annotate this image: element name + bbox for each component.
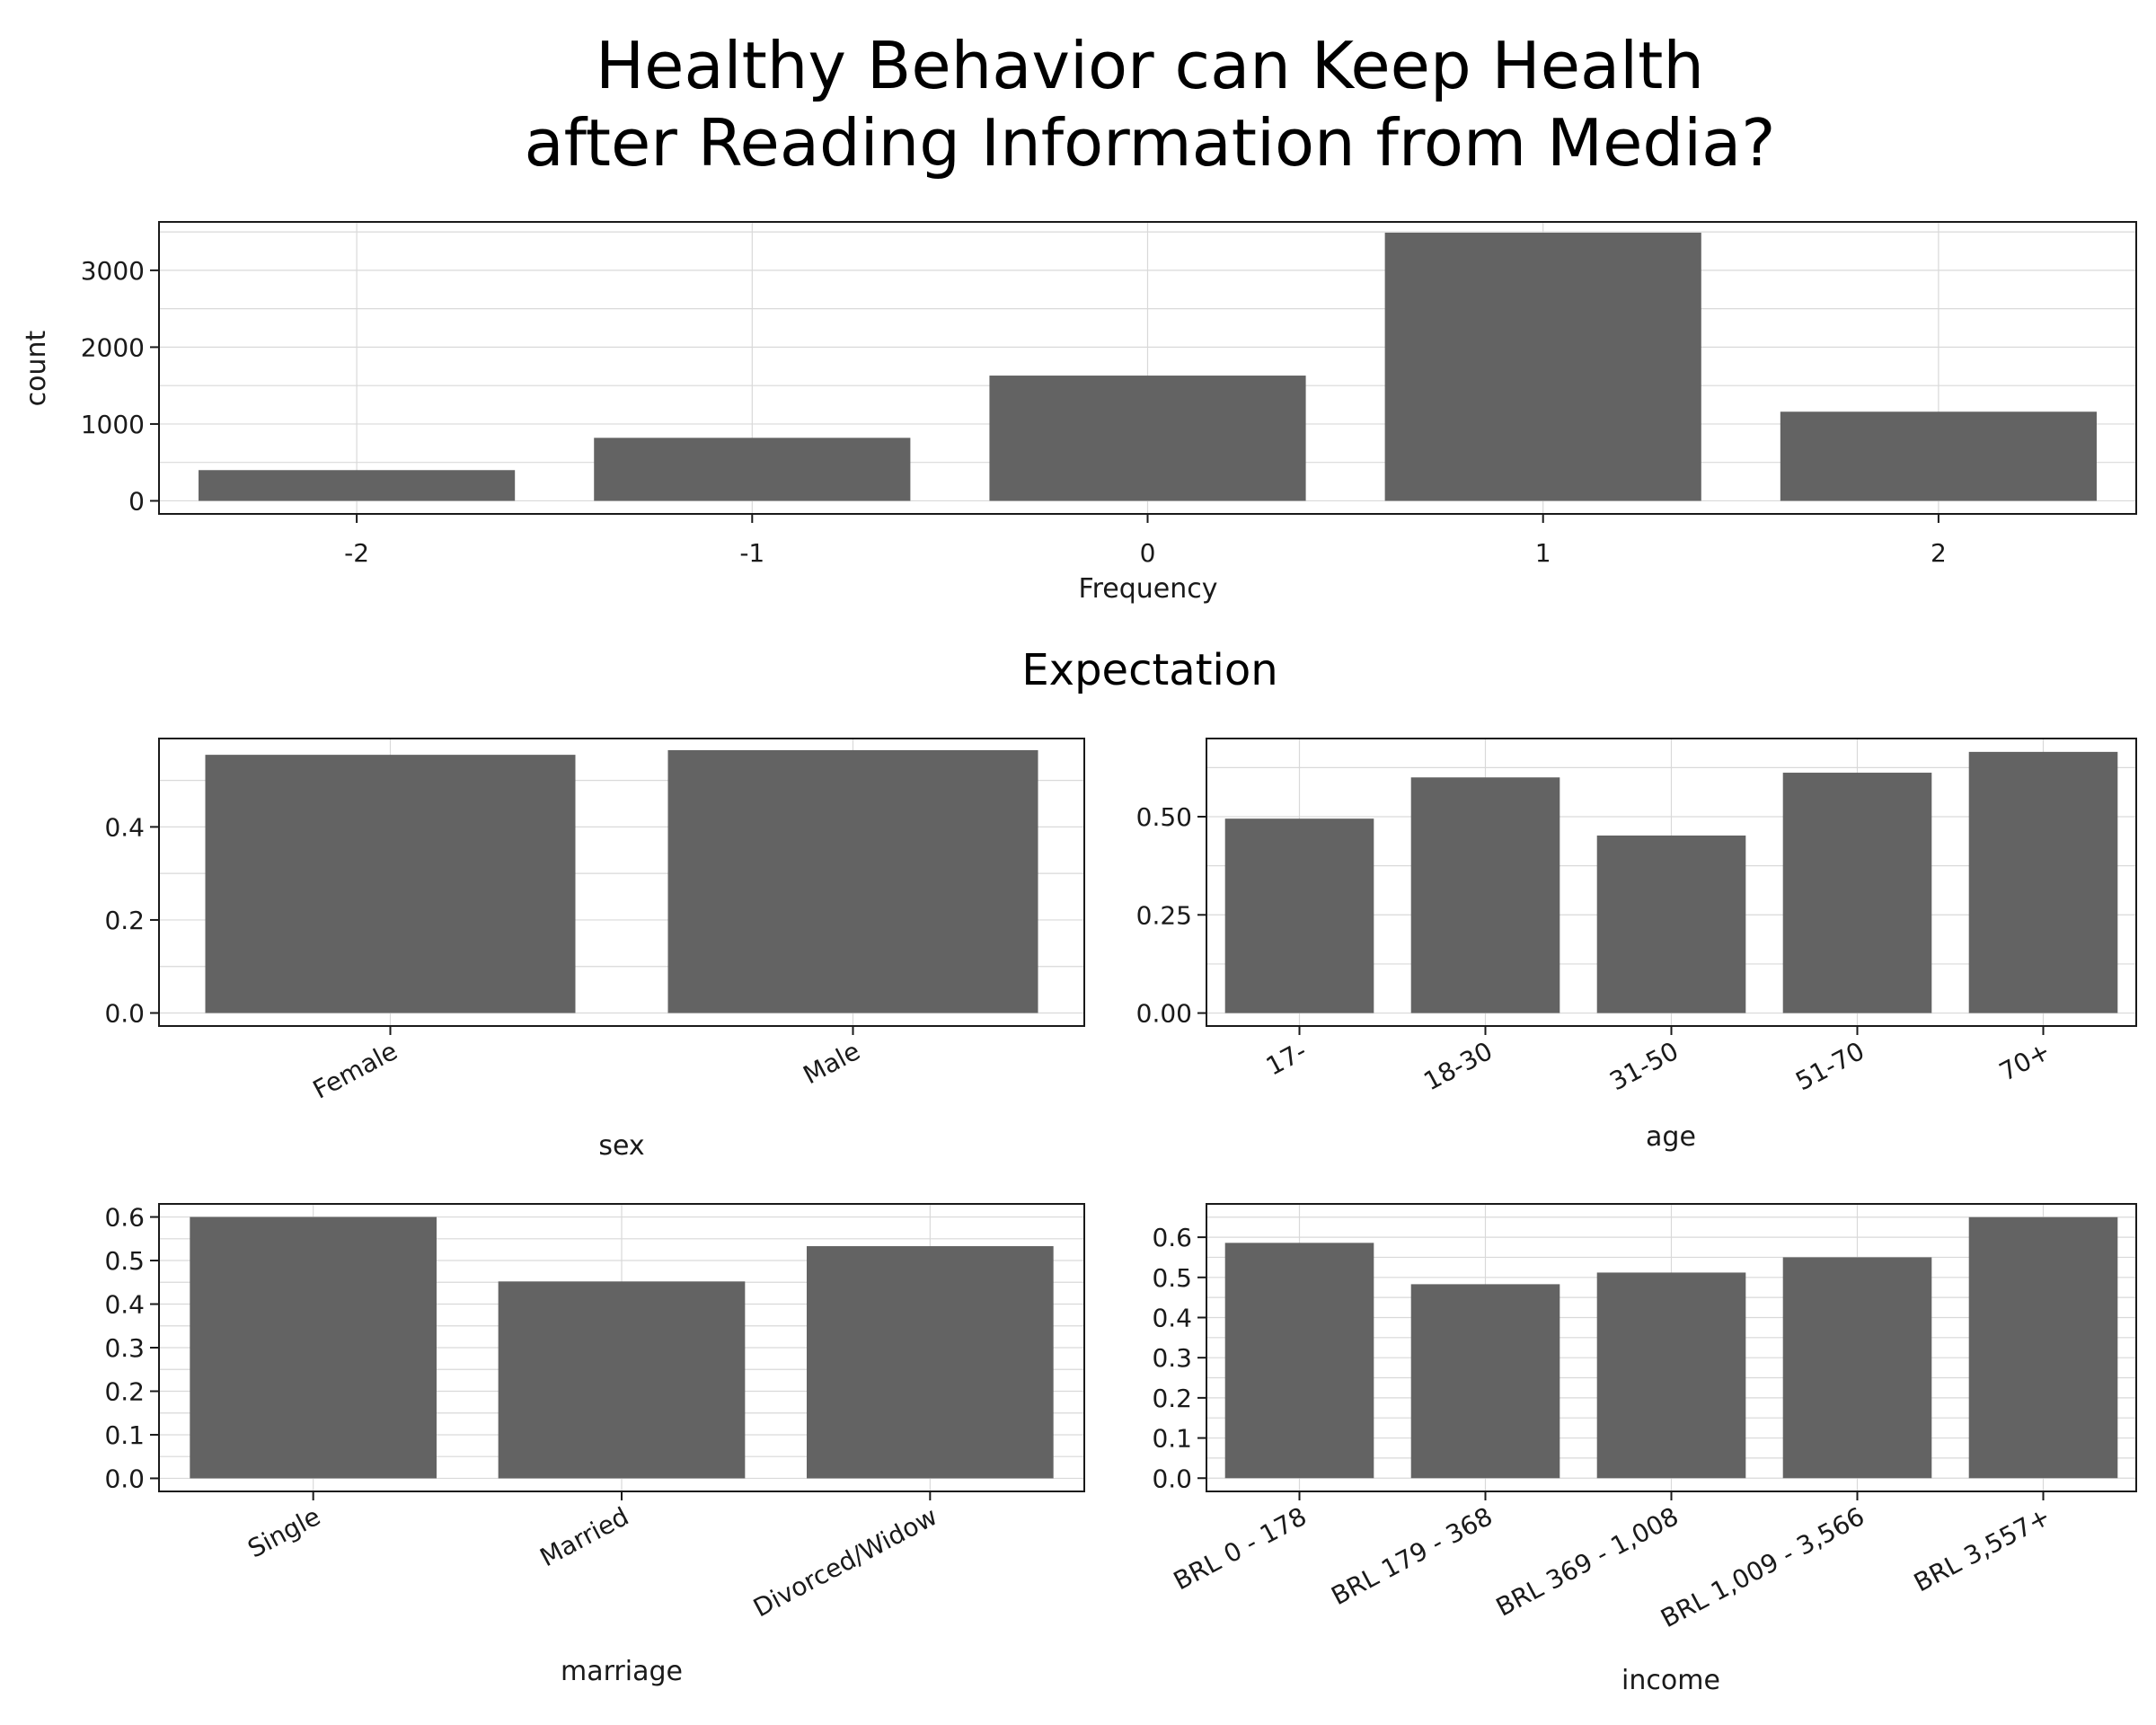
x-tick-label: BRL 369 - 1,008 xyxy=(1491,1501,1683,1623)
y-tick-label: 0.2 xyxy=(104,1376,145,1406)
y-tick-label: 0.1 xyxy=(1152,1424,1192,1454)
y-tick-label: 3000 xyxy=(81,256,145,286)
figure-title-line-1: Healthy Behavior can Keep Health xyxy=(596,28,1704,103)
bar-age-4 xyxy=(1968,751,2118,1013)
bar-sex-0 xyxy=(205,755,576,1013)
chart-frequency: 0 1000 2000 3000 -2 -1 0 1 2 Frequency count xyxy=(21,221,2137,605)
x-tick-label: -2 xyxy=(344,538,369,568)
x-axis-title: sex xyxy=(598,1130,644,1162)
x-tick-label: -1 xyxy=(739,538,764,568)
x-tick-label: 70+ xyxy=(1994,1036,2055,1087)
y-tick-label: 0.0 xyxy=(104,1464,145,1493)
y-tick-label: 0.5 xyxy=(104,1246,145,1276)
bar-frequency-3 xyxy=(1384,232,1701,501)
bar-income-2 xyxy=(1596,1272,1746,1479)
bar-age-3 xyxy=(1782,773,1932,1013)
bar-marriage-1 xyxy=(498,1281,746,1479)
x-tick-label: BRL 3,557+ xyxy=(1909,1501,2055,1597)
y-tick-label: 0.2 xyxy=(1152,1384,1192,1413)
plot-border xyxy=(158,738,1085,1027)
bar-frequency-4 xyxy=(1780,411,2097,501)
section-subtitle: Expectation xyxy=(1021,645,1277,695)
bar-frequency-1 xyxy=(594,438,911,501)
y-tick-label: 1000 xyxy=(81,410,145,439)
y-tick-label: 0.50 xyxy=(1136,802,1192,832)
x-axis-title: income xyxy=(1621,1665,1720,1696)
y-tick-label: 0.0 xyxy=(1152,1464,1192,1493)
x-tick-label: 2 xyxy=(1931,538,1947,568)
x-tick-label: 31-50 xyxy=(1604,1036,1683,1096)
x-tick-label: Female xyxy=(308,1036,402,1105)
y-tick-label: 0.2 xyxy=(104,906,145,935)
y-tick-label: 0.4 xyxy=(104,1290,145,1320)
y-tick-label: 0.00 xyxy=(1136,999,1192,1029)
bar-income-3 xyxy=(1782,1257,1932,1479)
x-tick-label: BRL 1,009 - 3,566 xyxy=(1656,1501,1869,1633)
x-tick-label: 51-70 xyxy=(1790,1036,1869,1096)
x-axis-title: marriage xyxy=(561,1656,683,1687)
x-tick-label: 0 xyxy=(1140,538,1156,568)
y-tick-label: 0.25 xyxy=(1136,900,1192,930)
y-tick-label: 0.5 xyxy=(1152,1263,1192,1293)
x-tick-label: BRL 0 - 178 xyxy=(1169,1501,1312,1596)
bar-income-4 xyxy=(1968,1216,2118,1479)
bar-marriage-0 xyxy=(190,1216,437,1479)
chart-sex: 0.0 0.2 0.4 Female Male sex xyxy=(104,738,1085,1162)
chart-income: 0.0 0.1 0.2 0.3 0.4 0.5 0.6 BRL 0 - 178 BRL 179 … xyxy=(1152,1203,2137,1696)
x-tick-label: Divorced/Widow xyxy=(748,1501,941,1623)
bar-age-2 xyxy=(1596,835,1746,1013)
x-tick-label: Married xyxy=(535,1501,634,1572)
figure-title-line-2: after Reading Information from Media? xyxy=(525,105,1776,181)
bar-sex-1 xyxy=(667,749,1038,1013)
bar-frequency-0 xyxy=(199,470,516,501)
y-tick-label: 2000 xyxy=(81,332,145,362)
y-tick-label: 0.4 xyxy=(1152,1303,1192,1332)
chart-age: 0.00 0.25 0.50 17- 18-30 31-50 51-70 70+ age xyxy=(1136,738,2137,1153)
x-tick-label: 18-30 xyxy=(1418,1036,1497,1096)
x-tick-label: Single xyxy=(243,1501,324,1564)
y-axis-title: count xyxy=(21,330,52,406)
bar-marriage-2 xyxy=(807,1246,1054,1479)
y-tick-label: 0.6 xyxy=(104,1203,145,1233)
x-tick-label: BRL 179 - 368 xyxy=(1326,1501,1497,1611)
bar-income-0 xyxy=(1224,1243,1374,1479)
y-tick-label: 0.0 xyxy=(104,999,145,1029)
bar-age-1 xyxy=(1410,777,1560,1013)
y-tick-label: 0.3 xyxy=(104,1333,145,1363)
y-tick-label: 0.3 xyxy=(1152,1343,1192,1373)
x-tick-label: 1 xyxy=(1535,538,1551,568)
y-tick-label: 0.6 xyxy=(1152,1223,1192,1252)
y-tick-label: 0.1 xyxy=(104,1420,145,1450)
bar-frequency-2 xyxy=(989,376,1306,501)
bar-age-0 xyxy=(1224,818,1374,1013)
x-axis-title: age xyxy=(1646,1121,1696,1153)
bar-income-1 xyxy=(1410,1284,1560,1479)
y-tick-label: 0.4 xyxy=(104,812,145,842)
x-tick-label: 17- xyxy=(1261,1036,1312,1082)
chart-marriage: 0.0 0.1 0.2 0.3 0.4 0.5 0.6 Single Married Divorc… xyxy=(104,1203,1085,1687)
y-tick-label: 0 xyxy=(128,486,145,516)
chart-panels: 0 1000 2000 3000 -2 -1 0 1 2 Frequency count 0.0 0.2… xyxy=(21,221,2137,1696)
x-tick-label: Male xyxy=(799,1036,865,1090)
x-axis-title: Frequency xyxy=(1079,573,1218,605)
